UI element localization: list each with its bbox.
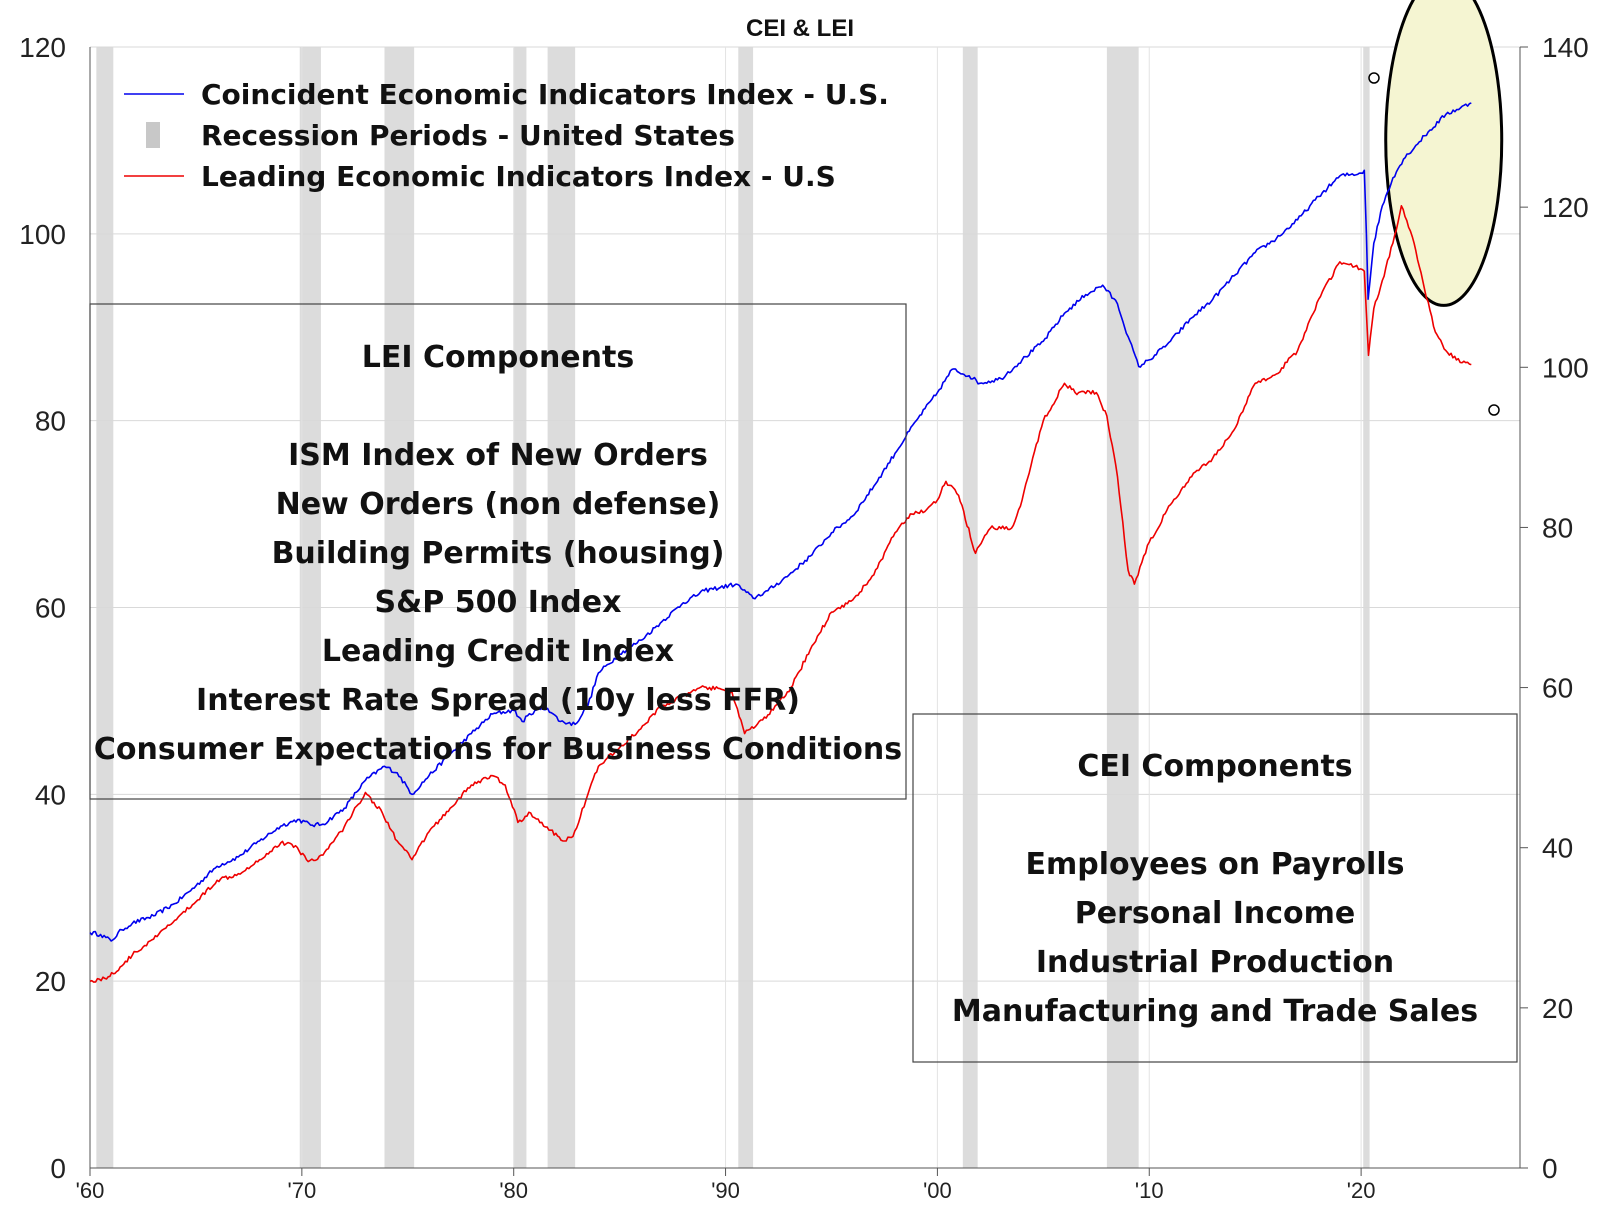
lei-component-item: New Orders (non defense) xyxy=(276,487,721,522)
legend-entry-label: Leading Economic Indicators Index - U.S xyxy=(201,160,836,193)
y-right-tick-label: 100 xyxy=(1542,352,1589,383)
lei-component-item: Consumer Expectations for Business Condi… xyxy=(94,732,902,767)
lei-component-item: Interest Rate Spread (10y less FFR) xyxy=(196,683,800,718)
y-right-tick-label: 140 xyxy=(1542,32,1589,63)
lei-components-box xyxy=(89,303,907,800)
ellipse-handle-top xyxy=(1368,72,1380,84)
x-tick-label: '10 xyxy=(1135,1178,1164,1203)
y-left-tick-label: 100 xyxy=(19,219,66,250)
cei-components-heading: CEI Components xyxy=(1077,749,1352,784)
cei-component-item: Industrial Production xyxy=(1036,945,1394,980)
legend-entry-label: Recession Periods - United States xyxy=(201,119,735,152)
y-right-tick-label: 0 xyxy=(1542,1153,1558,1184)
series-line-lei xyxy=(89,205,1472,983)
cei-components-box xyxy=(912,713,1518,1063)
cei-component-item: Employees on Payrolls xyxy=(1026,847,1405,882)
x-tick-label: '20 xyxy=(1347,1178,1376,1203)
legend: Coincident Economic Indicators Index - U… xyxy=(124,78,889,193)
x-tick-label: '70 xyxy=(288,1178,317,1203)
highlight-ellipse xyxy=(1368,0,1504,416)
cei-component-item: Personal Income xyxy=(1075,896,1355,931)
lei-component-item: S&P 500 Index xyxy=(375,585,622,620)
cei-component-item: Manufacturing and Trade Sales xyxy=(952,994,1478,1029)
y-left-tick-label: 0 xyxy=(50,1153,66,1184)
axes: 0 20 40 60 80 100 120 0 20 40 60 80 100 120 140 '60 '70 '… xyxy=(19,32,1588,1203)
x-tick-label: '80 xyxy=(499,1178,528,1203)
series-lines xyxy=(89,102,1472,983)
chart-title: CEI & LEI xyxy=(746,15,854,42)
lei-component-item: Leading Credit Index xyxy=(322,634,674,669)
y-right-tick-label: 40 xyxy=(1542,833,1573,864)
y-right-tick-label: 60 xyxy=(1542,673,1573,704)
y-left-tick-label: 20 xyxy=(35,966,66,997)
highlight-ellipse-shape xyxy=(1384,0,1504,307)
legend-swatch-bar xyxy=(146,122,160,148)
y-right-tick-label: 80 xyxy=(1542,512,1573,543)
component-boxes: LEI Components ISM Index of New Orders New… xyxy=(89,303,1518,1063)
lei-component-item: ISM Index of New Orders xyxy=(288,438,708,473)
y-left-tick-label: 60 xyxy=(35,593,66,624)
x-tick-label: '90 xyxy=(711,1178,740,1203)
y-right-tick-label: 20 xyxy=(1542,993,1573,1024)
ellipse-handle-bottom xyxy=(1488,404,1500,416)
y-right-tick-label: 120 xyxy=(1542,192,1589,223)
y-left-tick-label: 80 xyxy=(35,406,66,437)
y-left-tick-label: 120 xyxy=(19,32,66,63)
y-left-tick-label: 40 xyxy=(35,779,66,810)
series-line-cei xyxy=(89,102,1472,942)
lei-component-item: Building Permits (housing) xyxy=(272,536,725,571)
x-tick-label: '00 xyxy=(923,1178,952,1203)
legend-entry-label: Coincident Economic Indicators Index - U… xyxy=(201,78,889,111)
x-tick-label: '60 xyxy=(76,1178,105,1203)
lei-components-heading: LEI Components xyxy=(362,340,634,375)
